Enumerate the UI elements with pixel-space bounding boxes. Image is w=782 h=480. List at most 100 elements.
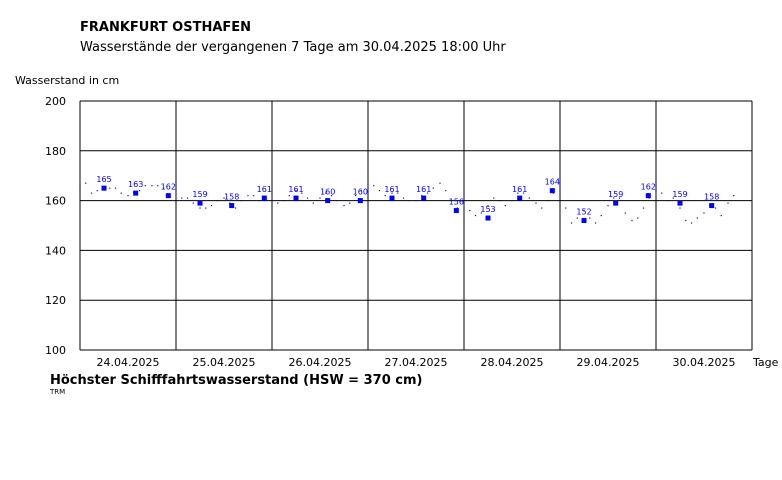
series-dots <box>79 182 735 224</box>
series-dot <box>714 207 717 209</box>
value-marker <box>709 203 715 209</box>
series-dot <box>301 192 303 194</box>
series-dot <box>157 185 159 187</box>
x-tick-label: 24.04.2025 <box>97 356 160 369</box>
series-dot <box>402 197 405 199</box>
series-dot <box>600 214 602 217</box>
series-dot <box>360 190 362 192</box>
series-dot <box>415 200 417 202</box>
series-dot <box>487 204 489 207</box>
series-dot <box>511 200 513 202</box>
x-tick-label: 30.04.2025 <box>673 356 736 369</box>
value-marker <box>485 215 491 221</box>
marker-label: 161 <box>257 185 272 194</box>
marker-label: 164 <box>545 178 560 187</box>
marker-label: 160 <box>353 188 368 197</box>
marker-label: 158 <box>224 193 239 202</box>
value-marker <box>389 195 395 201</box>
hsw-caption: Höchster Schifffahrtswasserstand (HSW = … <box>50 373 423 388</box>
value-marker <box>261 195 267 201</box>
y-tick-label: 120 <box>45 294 66 307</box>
series-dot <box>594 222 597 224</box>
series-dot <box>319 197 321 199</box>
series-dot <box>384 195 386 197</box>
series-dot <box>96 190 98 192</box>
series-dot <box>205 207 207 209</box>
series-dot <box>576 217 578 219</box>
series-dot <box>696 217 698 219</box>
trm-label: TRM <box>50 388 66 396</box>
series-dot <box>517 192 519 194</box>
series-dot <box>613 197 615 199</box>
series-dot <box>426 192 429 194</box>
marker-label: 160 <box>320 188 335 197</box>
series-dot <box>367 187 369 189</box>
x-tick-label: 25.04.2025 <box>193 356 256 369</box>
marker-label: 159 <box>672 190 687 199</box>
value-marker <box>293 195 299 201</box>
series-dot <box>114 187 117 189</box>
series-dot <box>90 192 93 194</box>
value-marker <box>101 185 107 191</box>
series-dot <box>85 182 87 184</box>
series-dot <box>589 217 591 219</box>
series-dot <box>373 185 375 187</box>
series-dot <box>672 197 674 199</box>
series-dot <box>397 192 399 194</box>
chart-axes: 100 120 140 160 180 200 24.04.2025 25.04.2025 26… <box>45 95 779 369</box>
series-dot <box>127 195 129 197</box>
series-dot <box>181 197 183 199</box>
series-markers: 165 163 162 159 158 161 161 160 160 161 161 156 153 1… <box>96 175 719 224</box>
value-marker <box>581 218 587 224</box>
marker-label: 163 <box>128 180 143 189</box>
series-dot <box>271 200 273 202</box>
series-dot <box>703 212 705 214</box>
series-dot <box>637 217 639 219</box>
marker-label: 165 <box>96 175 111 184</box>
chart-title: FRANKFURT OSTHAFEN <box>80 20 252 35</box>
x-tick-label: 26.04.2025 <box>289 356 352 369</box>
series-dot <box>685 219 687 222</box>
chart-grid <box>79 100 753 351</box>
marker-label: 161 <box>416 185 431 194</box>
series-dot <box>528 197 530 199</box>
series-dot <box>247 195 249 197</box>
series-dot <box>253 195 255 197</box>
series-dot <box>535 202 537 204</box>
marker-label: 159 <box>192 190 207 199</box>
marker-label: 162 <box>161 183 176 192</box>
value-marker <box>421 195 427 201</box>
series-dot <box>354 195 357 197</box>
chart-subtitle: Wasserstände der vergangenen 7 Tage am 3… <box>80 40 506 55</box>
x-tick-label: 28.04.2025 <box>481 356 544 369</box>
series-dot <box>151 185 153 187</box>
y-tick-label: 160 <box>45 195 66 208</box>
series-dot <box>282 200 285 202</box>
series-dot <box>432 187 434 189</box>
series-dot <box>408 200 410 202</box>
marker-label: 161 <box>384 185 399 194</box>
x-tick-label: 27.04.2025 <box>385 356 448 369</box>
series-dot <box>445 190 447 192</box>
y-tick-label: 140 <box>45 244 66 257</box>
x-tick-label: 29.04.2025 <box>577 356 640 369</box>
series-dot <box>504 204 506 207</box>
series-dot <box>79 185 81 187</box>
series-dot <box>480 212 482 214</box>
series-dot <box>469 209 471 212</box>
series-dot <box>162 187 165 189</box>
series-dot <box>474 214 477 217</box>
x-axis-label: Tage <box>752 356 779 369</box>
value-marker <box>453 208 459 214</box>
series-dot <box>631 219 633 222</box>
y-tick-label: 200 <box>45 95 66 108</box>
marker-label: 156 <box>449 198 464 207</box>
series-dot <box>642 207 645 209</box>
series-dot <box>258 200 261 202</box>
value-marker <box>229 203 235 209</box>
marker-label: 152 <box>576 208 591 217</box>
y-axis-label: Wasserstand in cm <box>15 74 120 87</box>
series-dot <box>679 207 681 209</box>
series-dot <box>727 202 729 204</box>
